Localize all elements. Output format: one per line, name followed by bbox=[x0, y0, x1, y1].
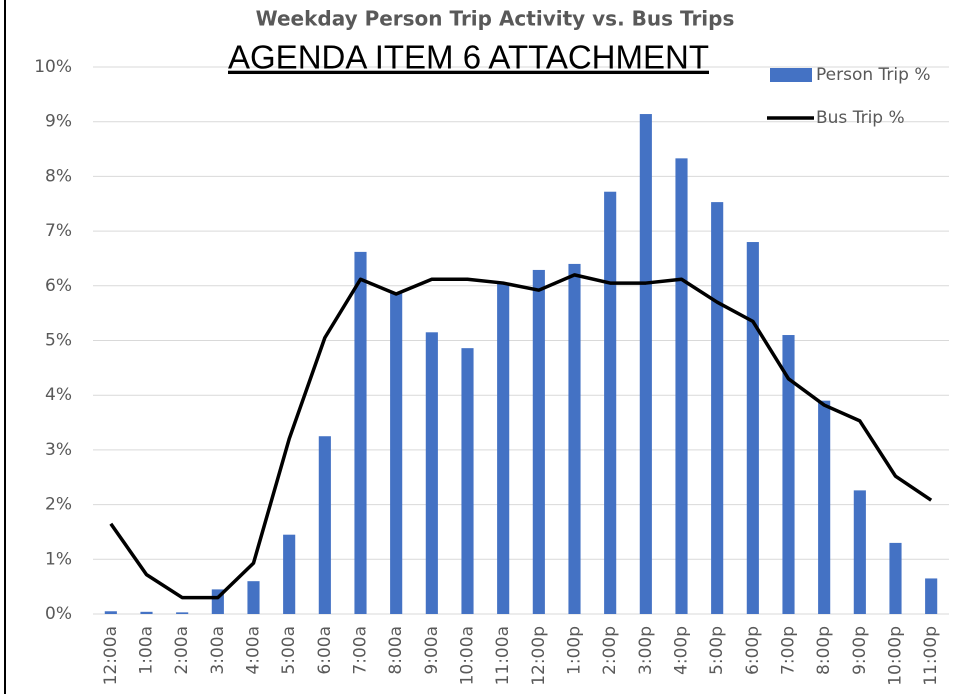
x-tick-label: 3:00a bbox=[208, 626, 228, 675]
legend-label: Bus Trip % bbox=[816, 108, 905, 128]
bar bbox=[925, 578, 938, 614]
bar bbox=[782, 335, 795, 614]
legend-swatch bbox=[770, 68, 812, 82]
bar bbox=[568, 263, 581, 614]
bar bbox=[746, 242, 759, 615]
x-tick-label: 6:00p bbox=[743, 626, 763, 675]
bar bbox=[889, 542, 902, 614]
x-tick-label: 11:00a bbox=[493, 626, 513, 685]
y-tick-label: 9% bbox=[45, 112, 72, 132]
y-tick-label: 2% bbox=[45, 495, 72, 515]
x-tick-label: 12:00p bbox=[529, 626, 549, 686]
bar bbox=[176, 612, 189, 614]
bar bbox=[818, 400, 831, 614]
x-tick-label: 4:00a bbox=[244, 626, 264, 675]
bar bbox=[104, 611, 117, 614]
y-tick-label: 0% bbox=[45, 604, 72, 624]
bar bbox=[675, 158, 688, 614]
x-tick-label: 11:00p bbox=[921, 626, 941, 686]
x-tick-label: 8:00p bbox=[814, 626, 834, 675]
plot: 0% 1% 2% 3% 4% 5% 6% 7% 8% 9% 10% 12:00a 1:00a 2:00a 3… bbox=[34, 57, 949, 686]
y-tick-label: 6% bbox=[45, 276, 72, 296]
bar bbox=[140, 611, 153, 614]
x-tick-label: 9:00a bbox=[422, 626, 442, 675]
bar bbox=[354, 251, 367, 615]
bar bbox=[532, 269, 545, 614]
x-tick-label: 2:00a bbox=[172, 626, 192, 675]
x-tick-label: 2:00p bbox=[600, 626, 620, 675]
bar bbox=[390, 292, 403, 614]
x-tick-label: 10:00a bbox=[458, 626, 478, 685]
bar bbox=[639, 114, 652, 615]
x-tick-label: 1:00p bbox=[565, 626, 585, 675]
x-tick-label: 5:00a bbox=[279, 626, 299, 675]
bar bbox=[853, 490, 866, 614]
y-tick-label: 8% bbox=[45, 166, 72, 186]
y-tick-label: 1% bbox=[45, 549, 72, 569]
chart-title: Weekday Person Trip Activity vs. Bus Tri… bbox=[256, 7, 735, 31]
x-tick-label: 3:00p bbox=[636, 626, 656, 675]
x-tick-label: 10:00p bbox=[886, 626, 906, 686]
bar bbox=[283, 534, 296, 614]
x-tick-label: 12:00a bbox=[101, 626, 121, 685]
line bbox=[109, 273, 933, 600]
bar bbox=[247, 581, 260, 614]
x-tick-label: 6:00a bbox=[315, 626, 335, 675]
y-tick-label: 10% bbox=[34, 57, 72, 77]
y-tick-label: 3% bbox=[45, 440, 72, 460]
x-tick-label: 1:00a bbox=[137, 626, 157, 675]
x-tick-label: 7:00p bbox=[779, 626, 799, 675]
bar bbox=[711, 202, 724, 614]
legend-label: Person Trip % bbox=[816, 65, 930, 85]
y-tick-label: 7% bbox=[45, 221, 72, 241]
y-tick-label: 5% bbox=[45, 331, 72, 351]
y-tick-label: 4% bbox=[45, 385, 72, 405]
x-tick-label: 4:00p bbox=[672, 626, 692, 675]
bar bbox=[425, 332, 438, 614]
annotation: AGENDA ITEM 6 ATTACHMENT bbox=[228, 39, 709, 76]
x-tick-label: 5:00p bbox=[707, 626, 727, 675]
x-tick-label: 7:00a bbox=[351, 626, 371, 675]
bar bbox=[604, 191, 617, 614]
bar bbox=[318, 436, 331, 614]
x-tick-label: 9:00p bbox=[850, 626, 870, 675]
x-tick-label: 8:00a bbox=[386, 626, 406, 675]
bar bbox=[497, 283, 510, 614]
bar bbox=[461, 348, 474, 614]
